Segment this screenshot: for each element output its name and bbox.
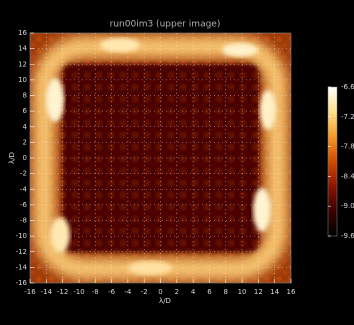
x-tick-label: 8 [224, 288, 228, 296]
y-tick-label: -10 [16, 232, 27, 240]
colorbar-tick-label: -6.6 [341, 83, 354, 91]
x-tick-label: -16 [24, 288, 36, 296]
x-tick-label: -10 [73, 288, 84, 296]
y-tick-label: -2 [20, 170, 27, 178]
x-tick-label: 6 [207, 288, 212, 296]
x-tick-label: 4 [191, 288, 196, 296]
x-tick-label: -2 [141, 288, 148, 296]
y-tick-label: 4 [23, 123, 28, 131]
y-tick-label: 14 [18, 45, 27, 53]
x-tick-label: 10 [238, 288, 247, 296]
y-tick-label: -12 [16, 248, 27, 256]
colorbar-tick-label: -9.6 [341, 232, 354, 240]
y-axis-label: λ/D [8, 152, 16, 164]
x-tick-label: 2 [175, 288, 179, 296]
y-tick-label: -14 [16, 263, 28, 271]
colorbar-tick-label: -7.8 [341, 143, 354, 151]
y-tick-label: -6 [20, 201, 28, 209]
colorbar-tick-label: -8.4 [341, 172, 354, 180]
y-tick-label: 6 [23, 107, 28, 115]
x-tick-label: -6 [108, 288, 116, 296]
y-tick-label: -16 [16, 279, 28, 287]
colorbar [327, 86, 338, 237]
x-tick-label: -12 [57, 288, 68, 296]
x-tick-label: 0 [158, 288, 162, 296]
y-tick-label: -8 [20, 217, 27, 225]
x-tick-label: -8 [92, 288, 99, 296]
y-tick-label: 10 [18, 76, 27, 84]
axes: -16 -14 -12 -10 -8 -6 -4 -2 0 2 4 6 8 10 12 14 16-16-14-… [16, 29, 354, 296]
x-tick-label: 12 [254, 288, 263, 296]
y-tick-label: 0 [23, 154, 27, 162]
x-tick-label: -4 [124, 288, 132, 296]
y-tick-label: 2 [23, 138, 27, 146]
y-tick-label: 16 [18, 29, 27, 37]
colorbar-tick-label: -9.0 [341, 202, 354, 210]
y-tick-label: -4 [20, 185, 28, 193]
x-tick-label: 16 [287, 288, 296, 296]
y-tick-label: 8 [23, 92, 27, 100]
y-tick-label: 12 [18, 60, 27, 68]
x-axis-label: λ/D [159, 297, 171, 305]
chart-title: run00im3 (upper image) [110, 20, 221, 30]
x-tick-label: 14 [270, 288, 279, 296]
x-tick-label: -14 [41, 288, 53, 296]
colorbar-tick-label: -7.2 [341, 113, 354, 121]
